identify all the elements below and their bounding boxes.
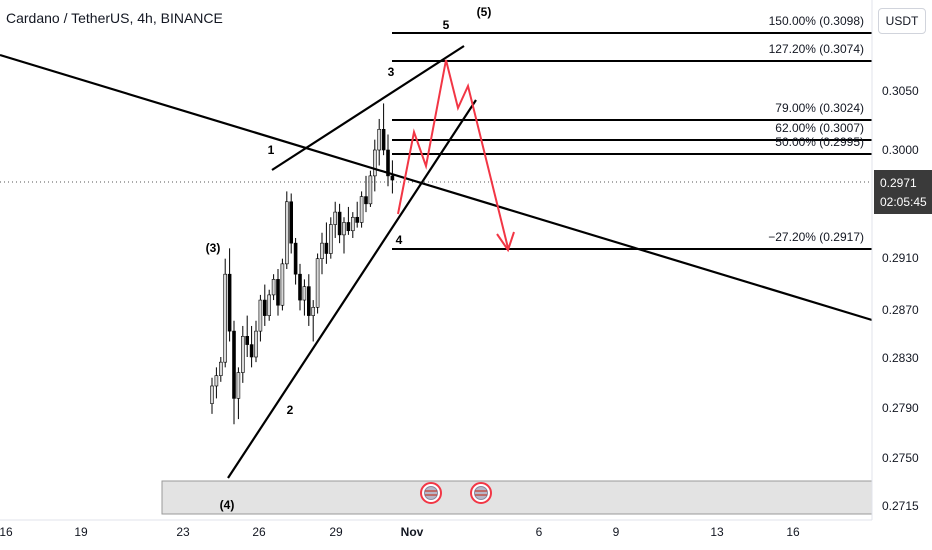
candle xyxy=(280,263,285,306)
x-tick-label: 16 xyxy=(786,525,800,539)
fib-label-50: 50.00% (0.2995) xyxy=(775,135,864,149)
projection-arrowhead xyxy=(496,231,515,253)
fib-label-62: 62.00% (0.3007) xyxy=(775,121,864,135)
fib-label-79: 79.00% (0.3024) xyxy=(775,101,864,115)
price-axis[interactable] xyxy=(872,0,932,550)
x-tick-label: Nov xyxy=(401,525,424,539)
candle xyxy=(258,299,263,332)
support-zone xyxy=(161,480,873,515)
wedge-lower-line xyxy=(227,99,477,479)
candle xyxy=(236,372,241,399)
currency-unit-button[interactable]: USDT xyxy=(878,8,926,34)
candle xyxy=(254,330,258,358)
us-event-icon[interactable] xyxy=(470,482,492,504)
candle xyxy=(249,344,254,358)
projection-path xyxy=(397,59,509,249)
candle-countdown: 02:05:45 xyxy=(880,195,927,209)
candle xyxy=(337,211,342,236)
candle xyxy=(333,211,338,225)
x-tick-label: 13 xyxy=(710,525,724,539)
candle xyxy=(368,175,373,205)
x-tick-label: 19 xyxy=(74,525,88,539)
us-event-icon[interactable] xyxy=(420,482,442,504)
x-tick-label: 29 xyxy=(329,525,343,539)
candle xyxy=(346,222,351,232)
candle xyxy=(223,273,227,363)
x-tick-label: 6 xyxy=(536,525,543,539)
candle xyxy=(381,129,386,151)
candle xyxy=(227,273,232,332)
candle xyxy=(342,222,346,236)
candle xyxy=(372,149,377,177)
candle xyxy=(276,279,280,306)
x-tick-label: 23 xyxy=(176,525,190,539)
x-tick-label: 26 xyxy=(252,525,266,539)
y-tick-label: 0.2750 xyxy=(882,451,919,465)
y-tick-label: 0.3050 xyxy=(882,84,919,98)
downtrend-line xyxy=(0,53,873,322)
y-tick-label: 0.2790 xyxy=(882,401,919,415)
fib-label-neg27: −27.20% (0.2917) xyxy=(768,230,864,244)
wedge-upper-line xyxy=(271,45,465,171)
candle xyxy=(390,175,395,181)
candle xyxy=(328,224,333,254)
wave-label-5: 5 xyxy=(443,18,450,32)
y-tick-label: 0.2910 xyxy=(882,251,919,265)
candle xyxy=(262,299,267,316)
fib-label-150: 150.00% (0.3098) xyxy=(769,14,864,28)
candle xyxy=(315,258,320,308)
y-tick-label: 0.2715 xyxy=(882,499,919,513)
candle xyxy=(219,361,223,376)
wave-label-paren-3: (3) xyxy=(206,241,221,255)
candle xyxy=(364,196,368,205)
candle xyxy=(359,196,364,223)
x-tick-label: 9 xyxy=(613,525,620,539)
candle xyxy=(232,330,236,399)
candle xyxy=(377,129,382,151)
chart-title: Cardano / TetherUS, 4h, BINANCE xyxy=(6,10,223,26)
y-tick-label: 0.2830 xyxy=(882,351,919,365)
y-tick-label: 0.2870 xyxy=(882,303,919,317)
candle xyxy=(241,335,245,373)
candle xyxy=(350,216,355,232)
candle xyxy=(386,149,390,177)
x-tick-label: 16 xyxy=(0,525,13,539)
time-axis[interactable] xyxy=(0,520,932,550)
wave-label-4: 4 xyxy=(396,233,403,247)
candle xyxy=(311,307,316,316)
current-price-badge xyxy=(874,170,932,214)
candle xyxy=(210,385,214,404)
candle xyxy=(302,286,307,301)
current-price-value: 0.2971 xyxy=(880,176,917,190)
y-tick-label: 0.3000 xyxy=(882,143,919,157)
wave-label-2: 2 xyxy=(287,403,294,417)
fib-label-127: 127.20% (0.3074) xyxy=(769,42,864,56)
candle xyxy=(324,242,329,254)
candle xyxy=(355,216,360,223)
candle xyxy=(293,242,298,275)
candle xyxy=(214,375,219,387)
candle xyxy=(320,242,324,259)
wave-label-3: 3 xyxy=(388,65,395,79)
candle xyxy=(271,279,276,296)
candle xyxy=(245,335,249,345)
candle xyxy=(289,201,294,244)
candle xyxy=(267,294,272,316)
candle xyxy=(306,286,311,316)
candle xyxy=(298,273,302,301)
candle xyxy=(284,201,289,265)
wave-label-paren-5: (5) xyxy=(477,5,492,19)
candles-group xyxy=(210,103,395,425)
wave-label-1: 1 xyxy=(268,143,275,157)
wave-label-paren-4: (4) xyxy=(220,498,235,512)
